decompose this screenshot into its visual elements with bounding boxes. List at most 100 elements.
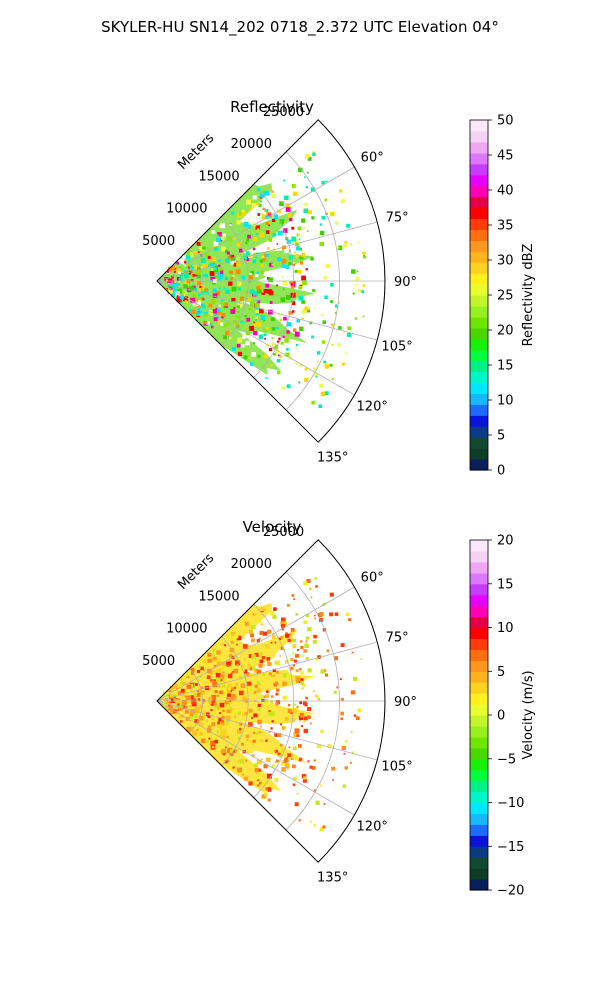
echo-gate [324, 669, 327, 672]
colorbar-swatch [470, 769, 488, 782]
echo-gate [251, 203, 257, 208]
echo-gate [259, 652, 263, 656]
echo-gate [347, 326, 351, 331]
echo-gate [196, 267, 201, 271]
echo-gate [341, 745, 346, 751]
echo-gate [217, 706, 221, 710]
echo-gate [323, 360, 327, 364]
echo-gate [200, 666, 204, 671]
echo-gate [200, 284, 205, 290]
echo-gate [180, 688, 185, 693]
echo-gate [340, 643, 345, 647]
echo-gate [295, 362, 298, 365]
echo-gate [245, 340, 250, 346]
echo-gate [263, 328, 267, 333]
echo-gate [307, 627, 312, 632]
echo-gate [244, 315, 247, 318]
echo-gate [331, 766, 335, 771]
echo-gate [244, 621, 249, 626]
echo-gate [217, 320, 222, 325]
echo-gate [299, 261, 303, 265]
echo-gate [242, 644, 248, 649]
echo-gate [275, 660, 280, 666]
echo-gate [360, 658, 363, 660]
echo-gate [184, 709, 189, 714]
echo-gate [225, 289, 230, 294]
echo-gate [237, 281, 242, 286]
echo-gate [199, 732, 203, 736]
echo-gate [291, 754, 295, 759]
echo-gate [285, 207, 291, 212]
colorbar-swatch [470, 130, 488, 143]
echo-gate [195, 683, 198, 686]
echo-gate [235, 269, 241, 275]
echo-gate [292, 638, 296, 643]
echo-gate [262, 631, 268, 636]
echo-gate [249, 261, 252, 263]
echo-gate [211, 718, 214, 720]
echo-gate [221, 715, 225, 719]
colorbar-swatch [470, 835, 488, 847]
echo-gate [274, 661, 277, 664]
echo-gate [211, 325, 214, 329]
range-tick-label: 20000 [231, 557, 272, 572]
echo-gate [223, 323, 227, 328]
echo-gate [230, 255, 233, 258]
echo-gate [292, 328, 297, 332]
echo-gate [303, 776, 307, 780]
echo-gate [213, 735, 218, 740]
echo-gate [194, 719, 199, 724]
echo-gate [198, 293, 201, 297]
echo-gate [290, 628, 295, 632]
echo-gate [255, 233, 258, 236]
echo-gate [217, 241, 221, 245]
echo-gate [280, 723, 282, 726]
echo-gate [310, 257, 314, 261]
echo-gate [197, 309, 200, 312]
colorbar-swatch [470, 338, 488, 351]
echo-gate [186, 255, 191, 260]
echo-gate [278, 337, 281, 341]
echo-gate [180, 714, 184, 718]
echo-gate [220, 750, 225, 755]
echo-gate [211, 256, 216, 261]
echo-gate [224, 249, 228, 253]
echo-gate [231, 297, 236, 302]
echo-gate [213, 317, 218, 322]
echo-gate [236, 643, 238, 646]
echo-gate [211, 230, 216, 234]
echo-gate [313, 824, 316, 827]
echo-gate [227, 673, 233, 679]
echo-gate [303, 208, 308, 213]
echo-gate [171, 293, 175, 298]
echo-gate [303, 716, 308, 721]
echo-gate [321, 340, 326, 344]
echo-gate [260, 680, 264, 685]
echo-gate [325, 264, 330, 269]
echo-gate [263, 764, 268, 769]
echo-gate [257, 703, 261, 707]
echo-gate [342, 784, 347, 788]
echo-gate [285, 294, 291, 300]
echo-gate [248, 722, 253, 727]
echo-gate [176, 297, 182, 303]
echo-gate [270, 727, 273, 730]
echo-gate [311, 766, 316, 770]
echo-gate [268, 711, 273, 716]
echo-gate [189, 252, 194, 257]
colorbar-swatch [470, 627, 488, 640]
azimuth-tick-label: 60° [361, 151, 384, 166]
echo-gate [266, 757, 271, 762]
echo-gate [173, 684, 179, 689]
echo-gate [178, 271, 181, 275]
sector-frame [156, 539, 386, 863]
echo-gate [289, 280, 293, 285]
echo-gate [276, 243, 279, 245]
echo-gate [239, 758, 245, 764]
echo-gate [232, 275, 235, 278]
echo-gate [205, 719, 209, 723]
echo-gate [301, 773, 307, 779]
echo-gate [204, 252, 209, 257]
echo-gate [345, 352, 348, 355]
echo-gate [241, 211, 247, 217]
